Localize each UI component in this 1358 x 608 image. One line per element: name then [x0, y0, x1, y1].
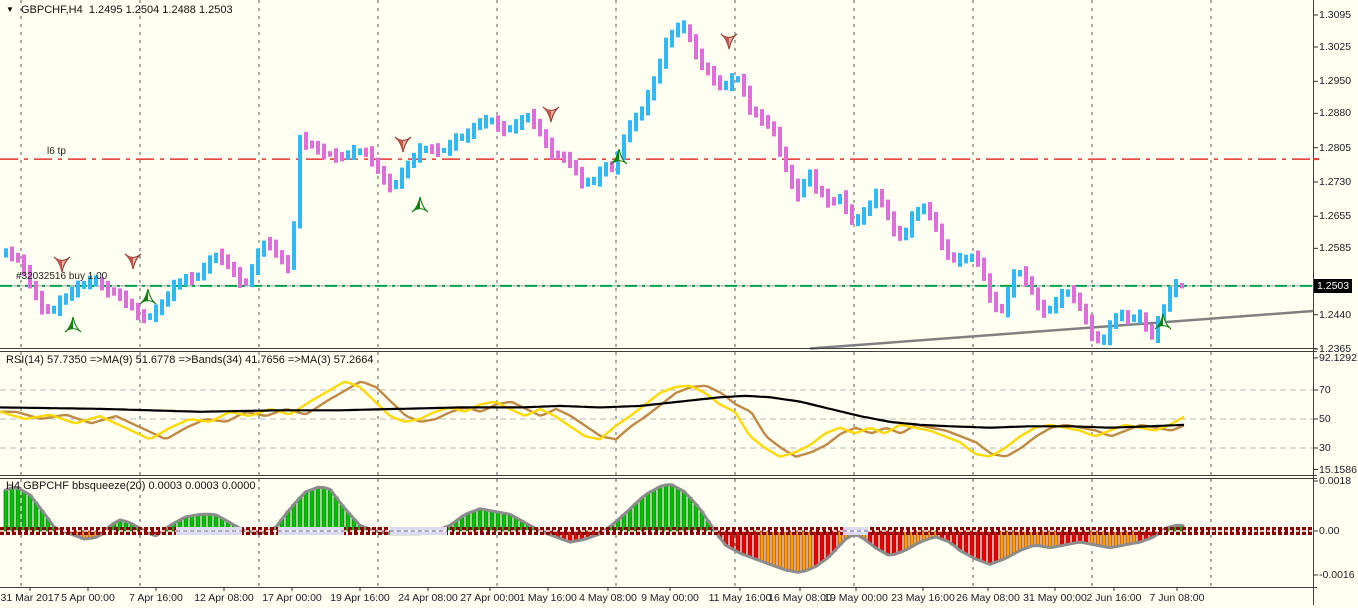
price-axis-label: 1.2950 [1319, 75, 1352, 88]
date-axis-label: 2 Jun 16:00 [1086, 592, 1142, 604]
date-axis-label: 24 Apr 08:00 [398, 592, 458, 604]
date-axis-label: 1 May 16:00 [519, 592, 577, 604]
rsi-axis-label: 92.1292 [1319, 351, 1357, 364]
date-axis-label: 31 May 00:00 [1023, 592, 1087, 604]
rsi-axis-label: 30 [1319, 442, 1331, 454]
date-axis-label: 27 Apr 00:00 [460, 592, 520, 604]
date-axis-label: 19 Apr 16:00 [330, 592, 390, 604]
date-axis-label: 16 May 08:00 [768, 592, 832, 604]
date-axis-label: 9 May 00:00 [641, 592, 699, 604]
price-axis-label: 1.2585 [1319, 242, 1352, 255]
squeeze-axis-label: -0.0016 [1319, 569, 1355, 581]
date-axis-label: 11 May 16:00 [708, 592, 772, 604]
squeeze-axis-label: 0.0018 [1319, 475, 1352, 487]
price-axis-label: 1.2805 [1319, 141, 1352, 154]
squeeze-indicator-title: H4 GBPCHF bbsqueeze(20) 0.0003 0.0003 0.… [6, 480, 256, 492]
take-profit-label: l6 tp [47, 146, 66, 157]
rsi-axis-label: 15.1586 [1319, 463, 1357, 476]
price-axis-label: 1.2730 [1319, 176, 1352, 188]
price-axis-label: 1.2655 [1319, 210, 1352, 223]
date-axis-label: 26 May 08:00 [956, 592, 1020, 604]
squeeze-axis-label: 0.00 [1319, 525, 1340, 537]
price-axis-label: 1.3025 [1319, 41, 1352, 54]
price-axis-label: 1.2365 [1319, 343, 1352, 355]
date-axis-label: 19 May 00:00 [824, 592, 888, 604]
date-axis-label: 12 Apr 08:00 [194, 592, 254, 604]
rsi-axis-label: 50 [1319, 413, 1331, 425]
date-axis-label: 31 Mar 2017 [0, 592, 60, 604]
date-axis-label: 4 May 08:00 [579, 592, 637, 604]
current-price-badge: 1.2503 [1314, 279, 1353, 293]
date-axis-label: 7 Apr 16:00 [129, 592, 183, 604]
rsi-axis-label: 70 [1319, 384, 1331, 396]
rsi-indicator-title: RSI(14) 57.7350 =>MA(9) 51.6778 =>Bands(… [6, 354, 374, 366]
date-axis-label: 7 Jun 08:00 [1149, 592, 1205, 604]
symbol-period-label: GBPCHF,H4 [21, 4, 83, 16]
date-axis-label: 23 May 16:00 [891, 592, 955, 604]
chart-title: GBPCHF,H4 1.2495 1.2504 1.2488 1.2503 [21, 4, 233, 16]
date-axis-label: 5 Apr 00:00 [61, 592, 115, 604]
date-axis-label: 17 Apr 00:00 [262, 592, 322, 604]
price-axis-label: 1.2440 [1319, 308, 1352, 321]
price-axis-label: 1.3095 [1319, 9, 1352, 21]
ohlc-values: 1.2495 1.2504 1.2488 1.2503 [88, 4, 233, 16]
open-position-label: #32032516 buy 1.00 [16, 271, 108, 282]
price-axis-label: 1.2880 [1319, 107, 1352, 120]
symbol-dropdown-icon[interactable]: ▼ [6, 5, 14, 14]
